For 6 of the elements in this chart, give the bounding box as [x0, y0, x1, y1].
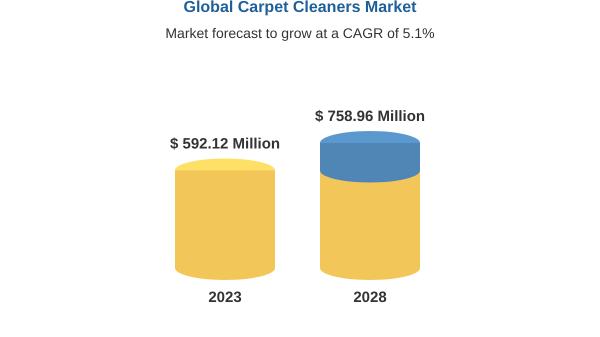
x-tick-label: 2028: [353, 289, 387, 306]
chart-title: Global Carpet Cleaners Market: [184, 0, 418, 16]
chart-subtitle: Market forecast to grow at a CAGR of 5.1%: [165, 25, 435, 41]
data-label: $ 592.12 Million: [170, 135, 280, 152]
total-label: $ 758.96 Million: [314, 108, 426, 125]
x-tick-label: 2023: [208, 289, 242, 306]
